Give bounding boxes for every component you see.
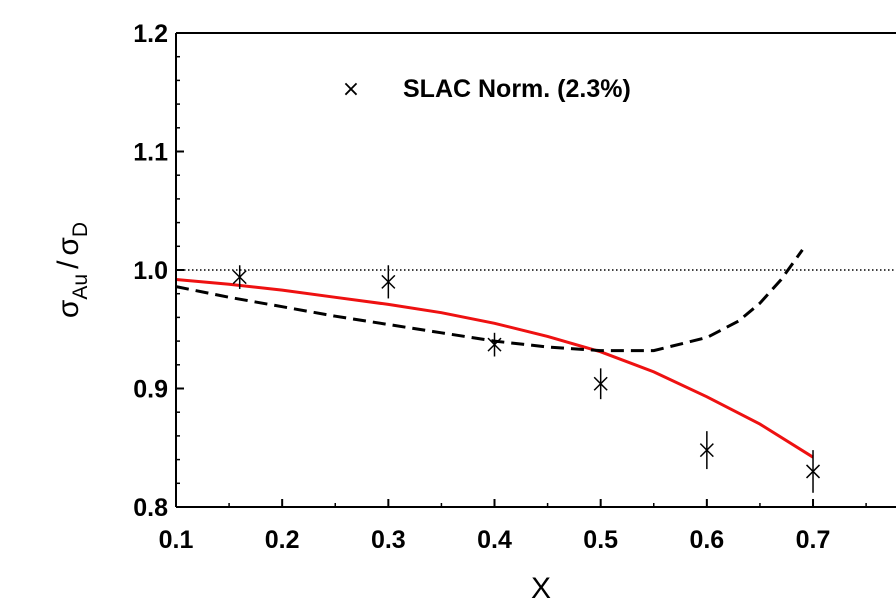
legend: × SLAC Norm. (2.3%) [342,75,631,103]
y-tick-labels: 0.8 0.9 1.0 1.1 1.2 [133,20,168,522]
cross-marker-stroke [487,337,502,352]
data-point [593,368,608,400]
y-axis-subscript-au: Au [69,274,92,300]
axes [175,32,896,508]
data-point [699,431,714,470]
x-tick-label: 0.7 [796,526,831,554]
data-point [805,450,821,493]
y-tick-label: 0.9 [133,376,168,404]
y-axis-subscript-d: D [69,222,92,237]
red-model-curve [176,278,814,459]
y-axis-sigma-numerator: σ [52,299,85,318]
y-axis-slash: / [52,260,85,269]
x-tick-label: 0.2 [265,526,300,554]
x-tick-label: 0.3 [371,526,406,554]
x-tick-label: 0.4 [477,526,512,554]
curve-layer [176,249,814,459]
data-point [487,332,502,357]
data-points-layer [232,265,821,493]
legend-marker: × [342,77,360,102]
y-axis-sigma-denominator: σ [52,237,85,256]
dashed-model-curve [176,249,804,353]
x-tick-labels: 0.10.20.30.40.50.60.70.80.9 [159,526,831,554]
cross-marker-stroke [593,376,608,391]
x-tick-label: 0.5 [583,526,618,554]
y-tick-label: 1.0 [133,257,168,285]
legend-label: SLAC Norm. (2.3%) [403,75,631,103]
y-axis-title: σAu/σD [52,222,92,318]
y-tick-label: 1.2 [133,20,168,48]
x-axis-title: X [531,572,551,605]
cross-marker-stroke [381,274,396,289]
cross-marker-stroke [232,270,247,285]
y-tick-label: 0.8 [133,494,168,522]
svg-text:σAu/σD: σAu/σD [52,222,92,318]
cross-marker-stroke [699,443,714,458]
y-tick-label: 1.1 [133,139,168,167]
data-point [232,265,247,289]
cross-marker-stroke [805,464,821,479]
x-tick-label: 0.6 [689,526,724,554]
x-tick-label: 0.1 [159,526,194,554]
data-point [381,265,396,299]
